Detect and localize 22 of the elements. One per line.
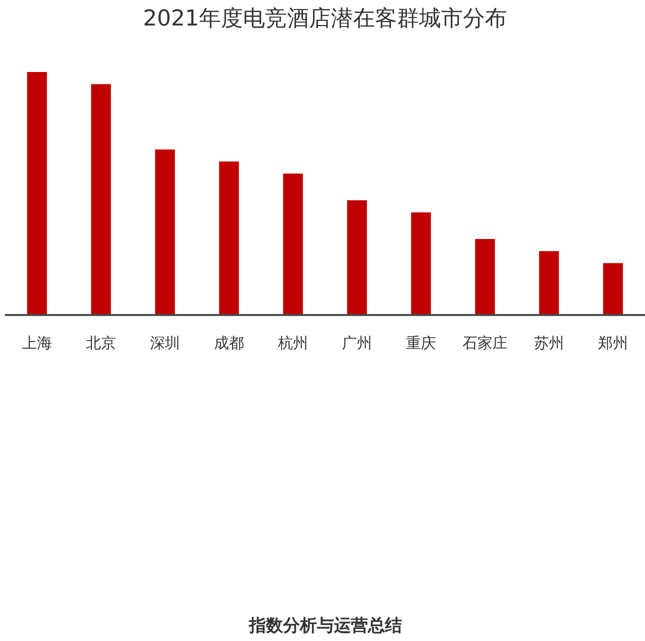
bar <box>283 174 303 314</box>
bar <box>539 251 559 314</box>
x-tick-label: 深圳 <box>150 334 180 352</box>
bar <box>27 72 47 314</box>
x-tick-label: 石家庄 <box>462 334 508 352</box>
bar <box>155 149 175 314</box>
bar <box>603 263 623 314</box>
chart-title: 2021年度电竞酒店潜在客群城市分布 <box>143 6 507 32</box>
x-tick-label: 杭州 <box>277 334 308 352</box>
x-tick-label: 郑州 <box>598 334 628 352</box>
x-tick-label: 苏州 <box>534 334 564 352</box>
x-tick-label: 成都 <box>214 334 244 352</box>
bar <box>219 162 239 314</box>
bar <box>475 238 495 314</box>
x-tick-label: 重庆 <box>406 334 436 352</box>
x-tick-label: 广州 <box>342 334 372 352</box>
bar <box>411 212 431 314</box>
x-tick-label: 上海 <box>22 334 52 352</box>
bar <box>91 84 111 314</box>
text: 指数分析与运营总结 <box>248 616 402 636</box>
bar <box>347 200 367 314</box>
x-tick-label: 北京 <box>86 334 116 352</box>
